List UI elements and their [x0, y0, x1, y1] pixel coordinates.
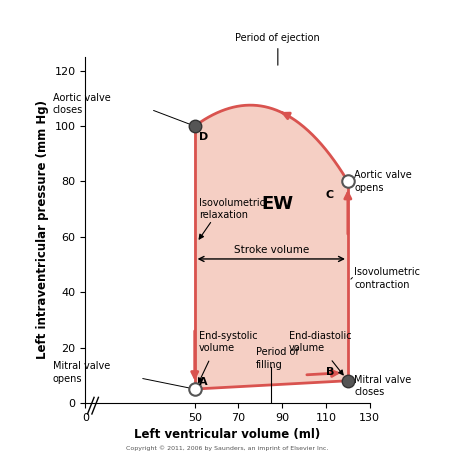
Text: End-systolic
volume: End-systolic volume — [199, 331, 258, 353]
Text: D: D — [199, 132, 209, 142]
Text: Mitral valve
closes: Mitral valve closes — [355, 375, 411, 398]
Text: Mitral valve
opens: Mitral valve opens — [53, 361, 110, 383]
X-axis label: Left ventricular volume (ml): Left ventricular volume (ml) — [135, 428, 320, 441]
Text: Aortic valve
closes: Aortic valve closes — [53, 93, 110, 115]
Text: Isovolumetric
contraction: Isovolumetric contraction — [355, 267, 420, 290]
Polygon shape — [195, 105, 348, 389]
Text: Aortic valve
opens: Aortic valve opens — [355, 170, 412, 192]
Text: EW: EW — [262, 195, 294, 213]
Text: A: A — [199, 377, 208, 387]
Text: Copyright © 2011, 2006 by Saunders, an imprint of Elsevier Inc.: Copyright © 2011, 2006 by Saunders, an i… — [127, 446, 328, 451]
Text: Isovolumetric
relaxation: Isovolumetric relaxation — [199, 198, 265, 220]
Text: C: C — [326, 190, 334, 200]
Text: Period of ejection: Period of ejection — [236, 33, 320, 65]
Text: Period of
filling: Period of filling — [256, 347, 299, 370]
Text: B: B — [326, 367, 334, 377]
Text: Stroke volume: Stroke volume — [234, 245, 309, 255]
Text: End-diastolic
volume: End-diastolic volume — [289, 331, 351, 353]
Y-axis label: Left intraventricular pressure (mm Hg): Left intraventricular pressure (mm Hg) — [36, 100, 49, 359]
